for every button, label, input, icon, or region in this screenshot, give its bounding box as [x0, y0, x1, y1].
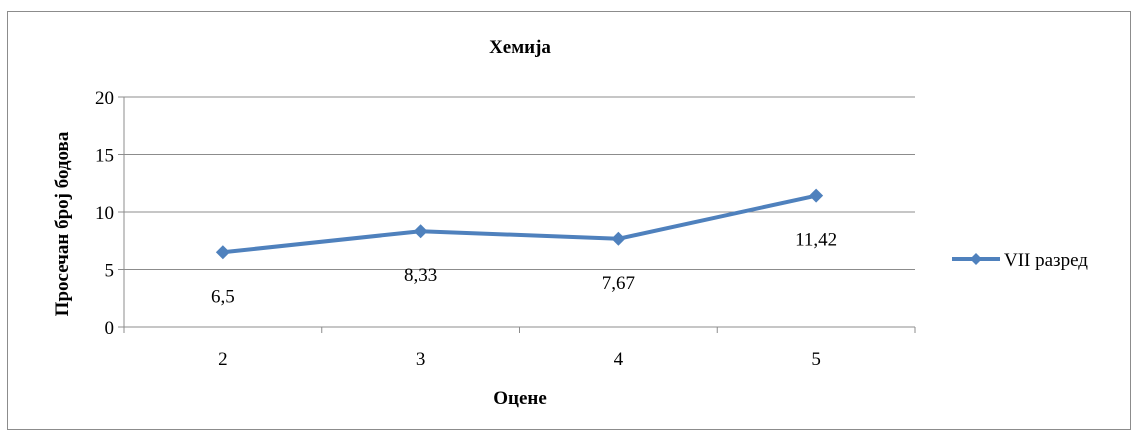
y-tick-label: 15: [95, 146, 114, 167]
legend-label: VII разред: [1004, 250, 1088, 271]
series-lines: [215, 188, 824, 260]
y-tick-label: 10: [95, 203, 114, 224]
data-point-marker: [809, 188, 824, 203]
x-tick-label: 4: [614, 349, 624, 370]
y-axis-title: Просечан број бодова: [52, 131, 73, 316]
y-tick-label: 0: [105, 318, 115, 339]
chart-title: Хемија: [489, 37, 551, 58]
data-point-marker: [611, 231, 626, 246]
data-point-marker: [413, 224, 428, 239]
gridlines: [118, 96, 915, 328]
data-label: 8,33: [404, 265, 437, 286]
data-label: 11,42: [795, 230, 837, 251]
legend: VII разред: [952, 250, 1088, 271]
axes: [123, 97, 916, 333]
x-tick-label: 3: [416, 349, 426, 370]
y-tick-label: 5: [105, 261, 115, 282]
chart-frame: [7, 11, 1131, 430]
series-line: [222, 193, 817, 255]
data-label: 6,5: [211, 286, 235, 307]
x-tick-label: 5: [811, 349, 821, 370]
tick-labels: 0 5 10 15 20 2 3 4 5: [95, 88, 821, 370]
x-tick-label: 2: [218, 349, 228, 370]
data-label: 7,67: [602, 273, 635, 294]
y-tick-label: 20: [95, 88, 114, 109]
data-point-marker: [215, 245, 230, 260]
x-axis-title: Оцене: [493, 388, 547, 409]
legend-marker: [970, 253, 982, 265]
data-labels: 6,5 8,33 7,67 11,42: [211, 230, 837, 308]
